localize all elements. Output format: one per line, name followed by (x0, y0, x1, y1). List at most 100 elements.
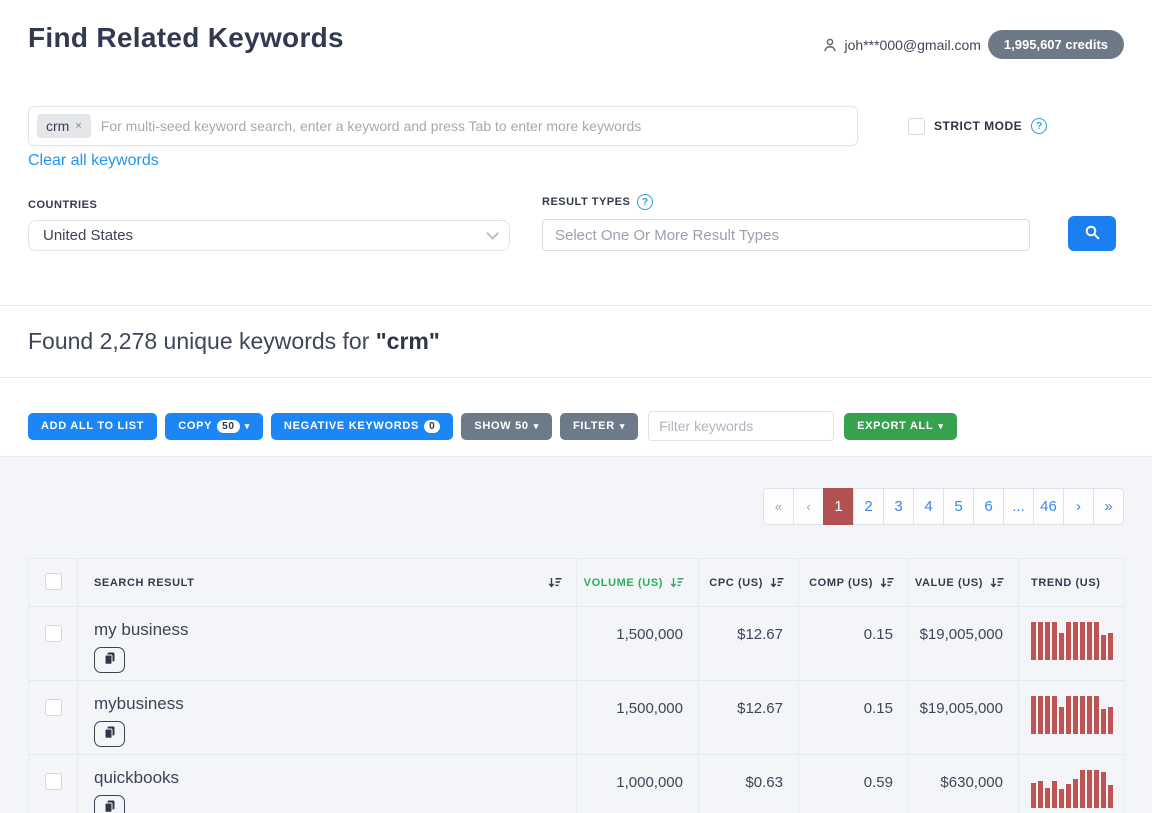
keyword-cell: my business (77, 606, 577, 681)
results-heading: Found 2,278 unique keywords for "crm" (0, 306, 1152, 377)
copy-keyword-button[interactable] (94, 795, 125, 813)
strict-mode-checkbox[interactable] (908, 117, 925, 135)
value-cell: $19,005,000 (908, 606, 1019, 681)
show-count-label: SHOW 50 (474, 420, 529, 432)
caret-down-icon: ▾ (619, 420, 626, 431)
seed-keyword-input[interactable]: crm × For multi-seed keyword search, ent… (28, 106, 858, 146)
copy-count-badge: 50 (217, 419, 240, 433)
volume-cell: 1,500,000 (576, 680, 699, 755)
sort-icon[interactable] (770, 577, 784, 589)
negative-keywords-button[interactable]: NEGATIVE KEYWORDS 0 (270, 412, 454, 440)
copy-button[interactable]: COPY 50 ▾ (165, 412, 263, 440)
row-checkbox-cell (28, 680, 78, 755)
volume-cell: 1,000,000 (576, 754, 699, 813)
table-header-row: SEARCH RESULT VOLUME (US) (28, 558, 1125, 607)
page-button[interactable]: 2 (853, 488, 884, 525)
add-all-to-list-button[interactable]: ADD ALL TO LIST (28, 412, 158, 440)
select-all-checkbox[interactable] (44, 572, 62, 590)
page-button[interactable]: 3 (883, 488, 914, 525)
row-checkbox-cell (28, 754, 78, 813)
copy-icon (104, 726, 116, 742)
comp-cell: 0.15 (798, 680, 909, 755)
chevron-down-icon (486, 227, 499, 240)
search-icon (1084, 224, 1101, 244)
user-email[interactable]: joh***000@gmail.com (844, 36, 981, 53)
sort-icon[interactable] (548, 577, 562, 589)
seed-input-placeholder: For multi-seed keyword search, enter a k… (100, 118, 642, 134)
page-button[interactable]: 4 (913, 488, 944, 525)
filter-button[interactable]: FILTER ▾ (559, 412, 639, 440)
sort-icon[interactable] (670, 577, 684, 589)
sort-icon[interactable] (990, 577, 1004, 589)
result-types-select[interactable] (542, 219, 1030, 251)
countries-select[interactable]: United States (28, 220, 510, 251)
page-button[interactable]: » (1093, 488, 1124, 525)
results-section: «‹ 1 2 3 4 5 6... 46 ›» SEARCH RESULT (0, 456, 1152, 813)
pagination: «‹ 1 2 3 4 5 6... 46 ›» (28, 457, 1124, 525)
page-button[interactable]: 5 (943, 488, 974, 525)
keyword-tag: crm × (37, 114, 91, 138)
page-button[interactable]: « (763, 488, 794, 525)
account-info: joh***000@gmail.com 1,995,607 credits (822, 30, 1124, 59)
row-checkbox[interactable] (44, 625, 62, 642)
trend-cell (1018, 754, 1125, 813)
user-icon (822, 37, 838, 53)
page-button[interactable]: ... (1003, 488, 1034, 525)
filter-keywords-input[interactable] (648, 411, 835, 441)
column-trend: TREND (US) (1031, 576, 1101, 589)
copy-label: COPY (178, 420, 213, 432)
comp-cell: 0.15 (798, 606, 909, 681)
page-button[interactable]: 6 (973, 488, 1004, 525)
trend-sparkline (1031, 768, 1124, 808)
result-types-help-icon[interactable]: ? (637, 194, 654, 210)
keyword-text: quickbooks (94, 768, 180, 787)
column-value[interactable]: VALUE (US) (914, 576, 983, 589)
remove-keyword-icon[interactable]: × (75, 120, 82, 132)
copy-keyword-button[interactable] (94, 647, 125, 673)
search-button[interactable] (1068, 216, 1116, 251)
keyword-cell: quickbooks (77, 754, 577, 813)
page-button[interactable]: ‹ (793, 488, 824, 525)
credits-badge[interactable]: 1,995,607 credits (987, 30, 1124, 59)
negative-count-badge: 0 (424, 419, 441, 433)
page-title: Find Related Keywords (28, 22, 344, 53)
filter-label: FILTER (572, 420, 615, 432)
results-heading-text: Found 2,278 unique keywords for (28, 328, 376, 354)
cpc-cell: $12.67 (698, 680, 799, 755)
show-count-button[interactable]: SHOW 50 ▾ (461, 412, 552, 440)
keyword-cell: mybusiness (77, 680, 577, 755)
clear-all-keywords-link[interactable]: Clear all keywords (28, 152, 159, 169)
comp-cell: 0.59 (798, 754, 909, 813)
seed-search-row: crm × For multi-seed keyword search, ent… (0, 106, 1152, 146)
trend-sparkline (1031, 694, 1124, 734)
table-row: mybusiness 1,500,000 $12.67 0.15 $19,005,000 (28, 680, 1125, 755)
trend-cell (1018, 606, 1125, 681)
copy-keyword-button[interactable] (94, 721, 125, 747)
row-checkbox-cell (28, 606, 78, 681)
trend-sparkline (1031, 620, 1124, 660)
negative-keywords-label: NEGATIVE KEYWORDS (283, 420, 420, 432)
filters-row: COUNTRIES United States RESULT TYPES ? (0, 194, 1152, 251)
column-comp[interactable]: COMP (US) (809, 576, 873, 589)
sort-icon[interactable] (880, 577, 894, 589)
page-button-current[interactable]: 1 (823, 488, 854, 525)
column-cpc[interactable]: CPC (US) (709, 576, 763, 589)
row-checkbox[interactable] (44, 699, 62, 716)
keywords-table: SEARCH RESULT VOLUME (US) (28, 558, 1125, 813)
export-all-label: EXPORT ALL (857, 420, 934, 432)
copy-icon (104, 800, 116, 813)
strict-mode-label: STRICT MODE (934, 119, 1023, 133)
keyword-tag-label: crm (46, 118, 70, 134)
row-checkbox[interactable] (44, 773, 62, 790)
column-volume[interactable]: VOLUME (US) (583, 576, 663, 589)
divider (0, 305, 1152, 306)
volume-cell: 1,500,000 (576, 606, 699, 681)
page-button[interactable]: › (1063, 488, 1094, 525)
page-button[interactable]: 46 (1033, 488, 1064, 525)
export-all-button[interactable]: EXPORT ALL ▾ (844, 412, 957, 440)
strict-mode-help-icon[interactable]: ? (1031, 118, 1048, 134)
keyword-text: my business (94, 620, 189, 639)
table-row: quickbooks 1,000,000 $0.63 0.59 $630,000 (28, 754, 1125, 813)
column-search-result[interactable]: SEARCH RESULT (94, 576, 195, 589)
